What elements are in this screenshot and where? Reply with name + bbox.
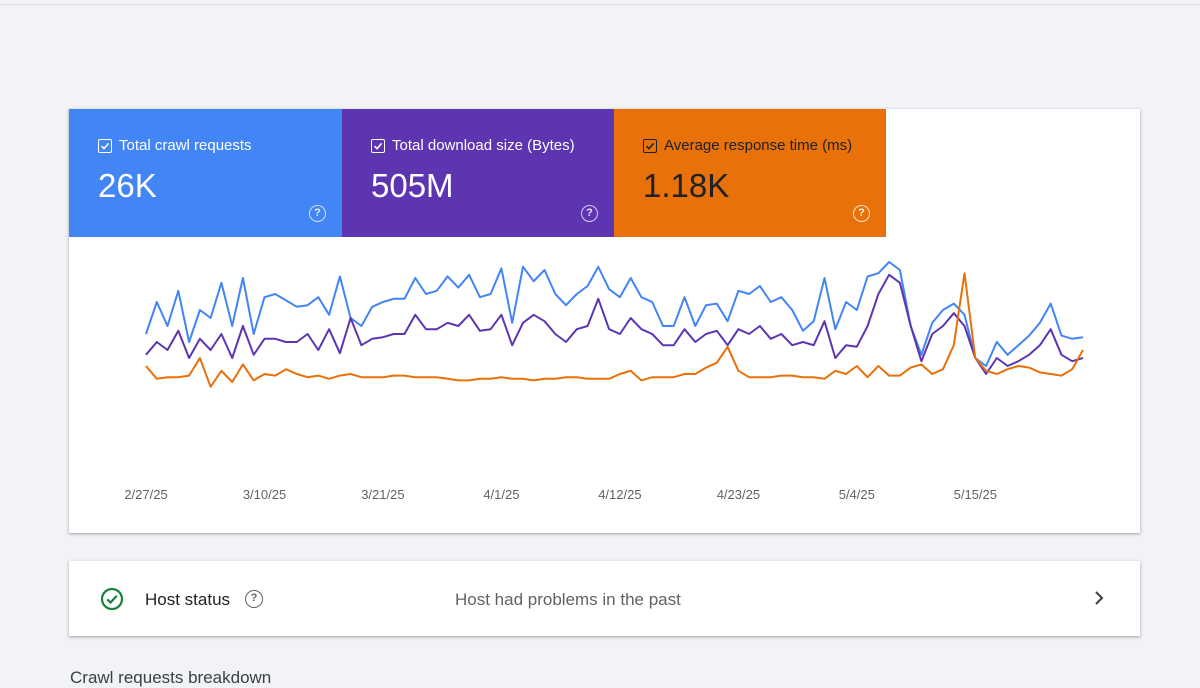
host-status-row[interactable]: Host status ? Host had problems in the p… bbox=[69, 561, 1140, 636]
crawl-requests-breakdown-heading: Crawl requests breakdown bbox=[70, 668, 272, 687]
help-icon[interactable]: ? bbox=[853, 205, 870, 222]
chevron-right-icon[interactable] bbox=[1092, 586, 1106, 612]
host-status-title: Host status bbox=[145, 590, 231, 609]
metric-tabs: Total crawl requests 26K ? Total downloa… bbox=[69, 109, 886, 237]
x-tick-label: 4/1/25 bbox=[483, 487, 519, 502]
check-icon[interactable] bbox=[371, 138, 385, 153]
check-icon[interactable] bbox=[643, 138, 657, 153]
metric-value: 26K bbox=[98, 167, 157, 204]
x-tick-label: 2/27/25 bbox=[124, 487, 167, 502]
top-divider bbox=[0, 0, 1200, 5]
metric-label: Total crawl requests bbox=[119, 137, 252, 154]
check-circle-icon bbox=[100, 587, 124, 611]
host-status-message: Host had problems in the past bbox=[455, 590, 681, 609]
help-icon[interactable]: ? bbox=[309, 205, 326, 222]
help-icon[interactable]: ? bbox=[581, 205, 598, 222]
series-line-1 bbox=[145, 273, 1084, 375]
metric-label: Average response time (ms) bbox=[664, 137, 853, 154]
x-tick-label: 3/10/25 bbox=[243, 487, 286, 502]
metric-value: 505M bbox=[371, 167, 454, 204]
check-icon[interactable] bbox=[98, 138, 112, 153]
series-line-2 bbox=[145, 272, 1084, 388]
metric-total-download-size[interactable]: Total download size (Bytes) 505M ? bbox=[342, 109, 614, 237]
x-tick-label: 4/23/25 bbox=[717, 487, 760, 502]
crawl-stats-card: Total crawl requests 26K ? Total downloa… bbox=[69, 109, 1140, 533]
series-line-0 bbox=[145, 261, 1084, 367]
metric-value: 1.18K bbox=[643, 167, 730, 204]
x-tick-label: 5/4/25 bbox=[839, 487, 875, 502]
help-icon[interactable]: ? bbox=[245, 590, 263, 608]
x-tick-label: 5/15/25 bbox=[954, 487, 997, 502]
x-tick-label: 3/21/25 bbox=[361, 487, 404, 502]
metric-total-crawl-requests[interactable]: Total crawl requests 26K ? bbox=[69, 109, 342, 237]
x-tick-label: 4/12/25 bbox=[598, 487, 641, 502]
metric-label: Total download size (Bytes) bbox=[392, 137, 575, 154]
crawl-stats-line-chart: 2/27/25 3/10/25 3/21/25 4/1/25 4/12/25 4/23/2… bbox=[124, 261, 1084, 502]
metric-average-response-time[interactable]: Average response time (ms) 1.18K ? bbox=[614, 109, 886, 237]
